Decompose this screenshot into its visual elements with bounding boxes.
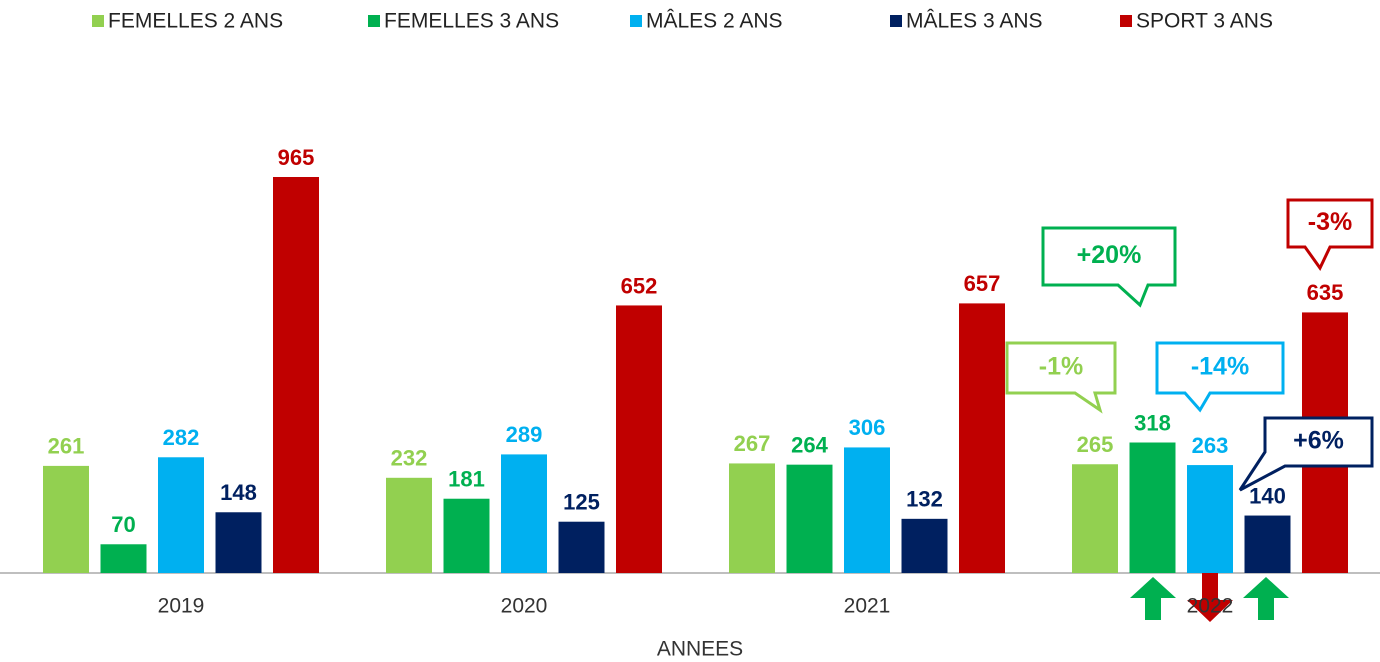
bar (501, 454, 547, 573)
bar (1187, 465, 1233, 573)
data-label: 263 (1192, 433, 1229, 458)
bar (386, 477, 432, 573)
callout-text: +6% (1293, 427, 1344, 455)
data-label: 232 (391, 446, 428, 471)
bar (959, 303, 1005, 573)
legend-label: FEMELLES 3 ANS (384, 10, 559, 33)
bar (158, 457, 204, 573)
bar (443, 498, 490, 573)
bar (901, 518, 948, 573)
data-label: 657 (964, 271, 1001, 296)
x-tick-label: 2021 (844, 595, 891, 618)
bar (43, 465, 89, 573)
data-label: 265 (1077, 432, 1114, 457)
x-tick-label: 2020 (501, 595, 548, 618)
bar (616, 305, 662, 573)
data-label: 125 (563, 490, 600, 515)
data-label: 318 (1134, 410, 1171, 435)
legend-swatch (368, 15, 380, 27)
bar (100, 544, 147, 573)
bar (1244, 515, 1291, 573)
x-tick-label: 2022 (1187, 595, 1234, 618)
callout-box (1238, 416, 1374, 492)
data-label: 635 (1307, 280, 1344, 305)
bar (558, 521, 605, 573)
bar (215, 512, 262, 573)
legend-label: MÂLES 3 ANS (906, 10, 1043, 33)
x-axis-title: ANNEES (657, 638, 743, 661)
data-label: 652 (621, 273, 658, 298)
data-label: 181 (448, 467, 485, 492)
data-label: 289 (506, 422, 543, 447)
bar (786, 464, 833, 573)
data-label: 140 (1249, 483, 1286, 508)
bar (729, 463, 775, 573)
bar (1072, 464, 1118, 573)
data-label: 132 (906, 487, 943, 512)
bar (273, 177, 319, 573)
legend-label: FEMELLES 2 ANS (108, 10, 283, 33)
legend-swatch (890, 15, 902, 27)
data-label: 261 (48, 434, 85, 459)
callout-text: -1% (1039, 353, 1083, 381)
bar (844, 447, 890, 573)
data-label: 282 (163, 425, 200, 450)
data-label: 70 (111, 512, 135, 537)
data-label: 148 (220, 480, 257, 505)
legend-swatch (92, 15, 104, 27)
up-arrow (1243, 577, 1289, 620)
callout-box (1041, 226, 1177, 308)
callout-box (1005, 341, 1117, 414)
legend-label: MÂLES 2 ANS (646, 10, 783, 33)
legend-label: SPORT 3 ANS (1136, 10, 1273, 33)
callout-box (1286, 198, 1374, 271)
bar (1129, 442, 1176, 573)
data-label: 267 (734, 431, 771, 456)
legend-swatch (630, 15, 642, 27)
up-arrow (1130, 577, 1176, 620)
x-tick-label: 2019 (158, 595, 205, 618)
callout-box (1155, 341, 1285, 413)
legend-swatch (1120, 15, 1132, 27)
data-label: 264 (791, 432, 828, 457)
callout-text: -3% (1308, 208, 1352, 236)
data-label: 306 (849, 415, 886, 440)
data-label: 965 (278, 145, 315, 170)
callout-text: -14% (1191, 353, 1249, 381)
down-arrow (1187, 573, 1233, 622)
callout-text: +20% (1077, 241, 1142, 269)
